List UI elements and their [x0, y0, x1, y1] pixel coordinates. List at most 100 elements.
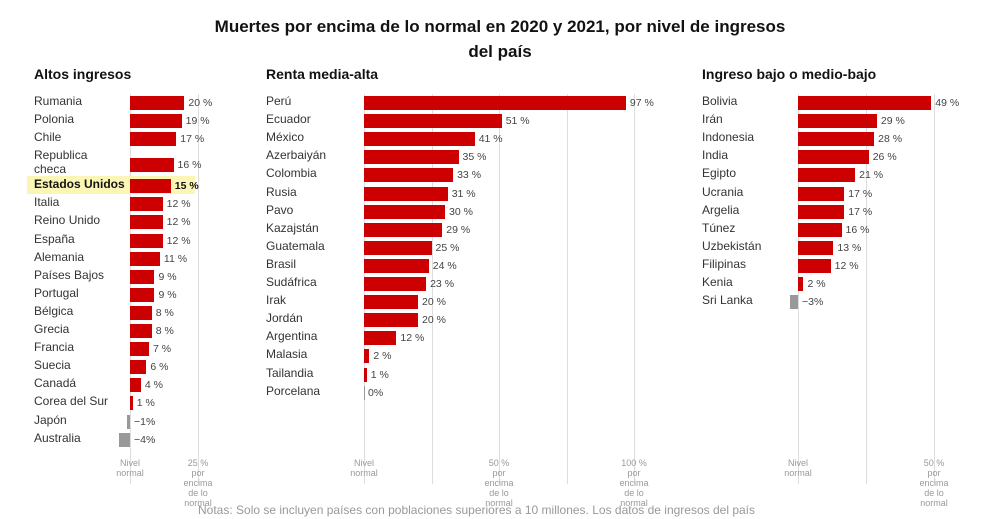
value-label: 31 %	[451, 187, 476, 200]
bar	[130, 215, 163, 230]
bar	[798, 258, 831, 273]
bar	[364, 96, 626, 110]
category-label: Tailandia	[266, 365, 314, 380]
category-label: Rusia	[266, 184, 297, 199]
value-label: 97 %	[629, 97, 654, 109]
value-label: 4 %	[144, 379, 163, 392]
bar-row: España 12 %	[34, 232, 234, 250]
bar	[130, 324, 152, 339]
chart-title: Muertes por encima de lo normal en 2020 …	[214, 17, 786, 61]
category-label: Guatemala	[266, 238, 325, 253]
bar	[364, 168, 454, 183]
bar-row: Suecia 6 %	[34, 358, 234, 376]
value-label: 12 %	[166, 198, 191, 211]
value-label: 33 %	[457, 169, 482, 182]
bar-row: Francia 7 %	[34, 340, 234, 358]
value-label: 28 %	[878, 133, 903, 146]
value-label: 9 %	[158, 288, 177, 301]
gridline	[866, 94, 867, 484]
bar-row: Argentina 12 %	[266, 329, 686, 347]
category-label: Uzbekistán	[702, 238, 762, 253]
bar	[798, 168, 856, 183]
bar	[364, 240, 432, 255]
axis-tick-label: Nivel normal	[350, 458, 378, 478]
bar-row: Egipto 21 %	[702, 166, 992, 184]
bar-row: Corea del Sur 1 %	[34, 394, 234, 412]
bar-row: Países Bajos 9 %	[34, 268, 234, 286]
bar-row: Malasia 2 %	[266, 347, 686, 365]
bar-row: Porcelana 0%	[266, 384, 686, 402]
bar	[119, 432, 130, 447]
value-label: 25 %	[435, 241, 460, 254]
bar	[364, 277, 427, 291]
bar-row: Reino Unido 12 %	[34, 213, 234, 231]
bar	[130, 96, 185, 110]
value-label: 24 %	[432, 259, 457, 272]
category-label: Irak	[266, 293, 287, 308]
value-label: 15 %	[174, 180, 199, 193]
gridline	[566, 94, 568, 484]
value-label: 20 %	[422, 314, 446, 327]
value-label: 29 %	[446, 223, 471, 236]
category-label: Jordán	[266, 311, 303, 326]
bar-row: Colombia 33 %	[266, 166, 686, 184]
category-label: Francia	[34, 340, 75, 355]
bar	[364, 150, 459, 165]
bar	[798, 150, 869, 165]
value-label: 2 %	[807, 278, 826, 290]
bar-row: Kazajstán 29 %	[266, 221, 686, 239]
panel-high-income: Altos ingresos Rumania 20 % Polonia 19 % Chi…	[27, 66, 234, 508]
bar	[130, 269, 155, 284]
value-label: 6 %	[150, 361, 169, 374]
category-label: Filipinas	[702, 256, 747, 271]
bar	[364, 331, 397, 346]
bar-row: Indonesia 28 %	[702, 130, 992, 148]
value-label: 0%	[368, 386, 384, 399]
category-label: Reino Unido	[34, 213, 101, 228]
bar-row: Sri Lanka −3%	[702, 293, 992, 311]
bar	[127, 414, 130, 429]
bar-row: México 41 %	[266, 130, 686, 148]
value-label: 1 %	[370, 368, 389, 381]
category-label: Estados Unidos	[34, 177, 125, 192]
bar	[364, 367, 367, 382]
category-label: Países Bajos	[34, 267, 105, 282]
bar	[130, 158, 174, 173]
bar-row: Grecia 8 %	[34, 322, 234, 340]
axis-tick-label: 25 % por encima de lo normal	[183, 458, 213, 508]
category-label: Brasil	[266, 256, 297, 271]
axis-tick-label: Nivel normal	[116, 458, 144, 478]
category-label: Bélgica	[34, 303, 74, 318]
category-label: México	[266, 130, 305, 145]
bar	[364, 114, 502, 129]
gridline	[499, 94, 500, 484]
bar	[798, 222, 842, 237]
category-label: Porcelana	[266, 383, 321, 398]
bar-row: Brasil 24 %	[266, 257, 686, 275]
category-label: Alemania	[34, 249, 85, 264]
category-label: España	[34, 231, 75, 246]
value-label: 11 %	[163, 252, 188, 265]
bar	[130, 360, 147, 375]
category-label: Bolivia	[702, 94, 738, 108]
bar	[798, 96, 932, 110]
category-label: Argentina	[266, 329, 318, 344]
bar-row: Polonia 19 %	[34, 112, 234, 130]
value-label: 17 %	[848, 187, 873, 200]
bar	[364, 295, 418, 310]
bar	[798, 277, 804, 291]
bar	[130, 179, 171, 194]
bar-row: Tailandia 1 %	[266, 366, 686, 384]
value-label: 23 %	[430, 278, 455, 290]
panel-title: Altos ingresos	[34, 66, 132, 82]
value-label: 12 %	[834, 259, 859, 272]
bar-row: Canadá 4 %	[34, 376, 234, 394]
category-label: Irán	[702, 112, 723, 127]
category-label: Chile	[34, 130, 62, 145]
value-label: 30 %	[449, 205, 473, 218]
value-label: 8 %	[155, 325, 174, 338]
bar	[798, 186, 845, 201]
gridline	[198, 94, 199, 484]
category-label: Suecia	[34, 358, 71, 373]
bar-row: Jordán 20 %	[266, 311, 686, 329]
